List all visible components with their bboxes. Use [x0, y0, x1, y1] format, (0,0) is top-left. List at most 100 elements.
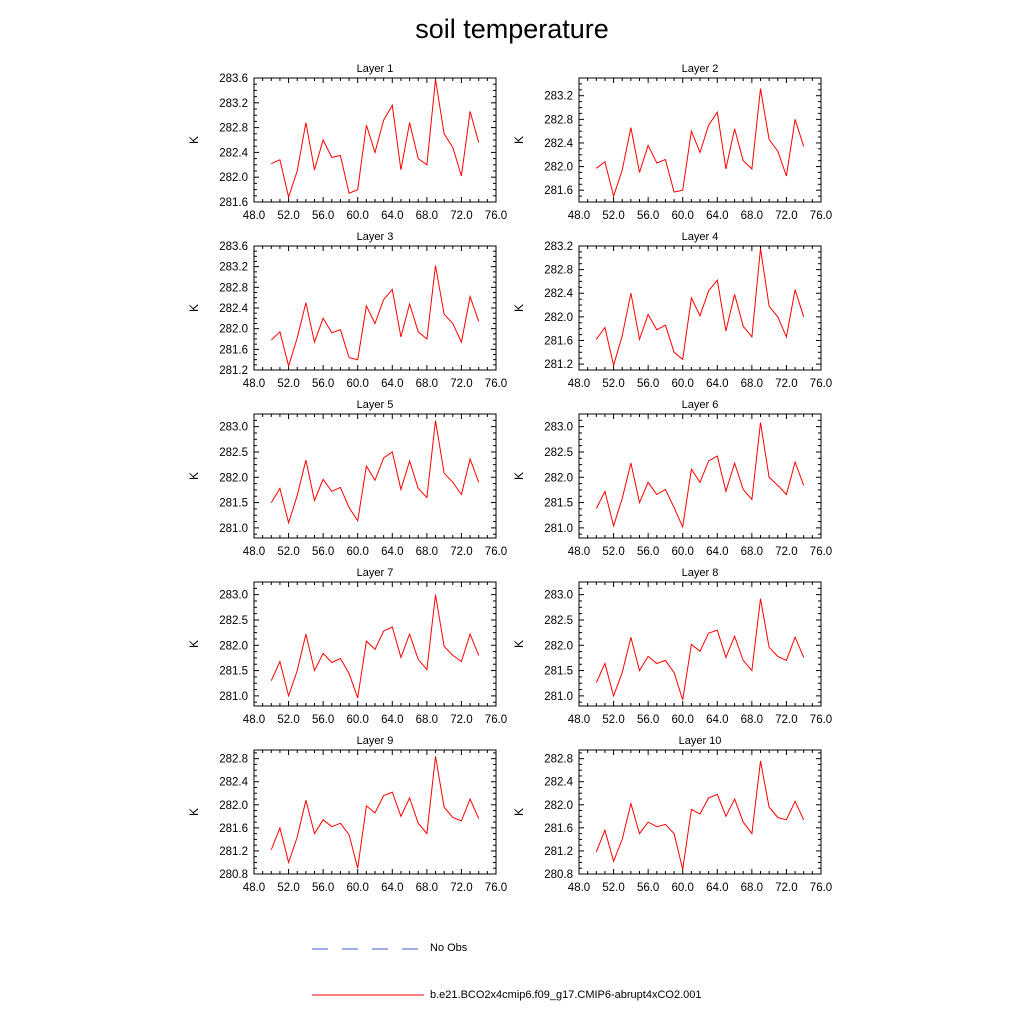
panel-title: Layer 1 [357, 63, 394, 75]
y-tick-label: 281.5 [544, 498, 573, 510]
x-tick-label: 68.0 [416, 378, 438, 390]
chart-panel-9: Layer 9 K 48.0 52.0 56.0 60.0 64.0 68.0 72.0 76.0… [187, 735, 507, 894]
x-tick-label: 76.0 [485, 882, 507, 894]
x-tick-label: 56.0 [312, 714, 334, 726]
x-tick-label: 48.0 [568, 714, 590, 726]
x-tick-label: 64.0 [381, 210, 403, 222]
x-tick-label: 68.0 [741, 714, 763, 726]
legend-swatch-no-obs [312, 948, 424, 950]
y-tick-label: 282.0 [544, 162, 573, 174]
x-tick-label: 68.0 [416, 882, 438, 894]
x-tick-label: 72.0 [450, 378, 472, 390]
x-tick-label: 64.0 [706, 546, 728, 558]
y-tick-label: 281.2 [219, 846, 248, 858]
x-tick-label: 48.0 [243, 882, 265, 894]
chart-panel-8: Layer 8 K 48.0 52.0 56.0 60.0 64.0 68.0 72.0 76.0… [512, 567, 832, 726]
x-tick-label: 68.0 [741, 378, 763, 390]
x-tick-label: 64.0 [381, 378, 403, 390]
x-tick-label: 64.0 [381, 714, 403, 726]
x-tick-label: 76.0 [810, 714, 832, 726]
panel-title: Layer 4 [682, 231, 719, 243]
series-line [271, 79, 480, 199]
y-tick-label: 281.0 [219, 691, 248, 703]
series-line [270, 420, 480, 525]
plot-frame [578, 749, 822, 875]
x-tick-label: 56.0 [312, 378, 334, 390]
y-tick-label: 281.2 [544, 846, 573, 858]
y-tick-label: 280.8 [219, 869, 248, 881]
y-tick-label: 282.0 [219, 800, 248, 812]
y-tick-label: 282.4 [544, 777, 573, 789]
y-axis-label: K [512, 808, 526, 816]
x-tick-label: 76.0 [485, 546, 507, 558]
series-line [270, 594, 480, 699]
x-tick-label: 76.0 [810, 882, 832, 894]
chart-panel-7: Layer 7 K 48.0 52.0 56.0 60.0 64.0 68.0 72.0 76.0… [187, 567, 507, 726]
panel-title: Layer 2 [682, 63, 719, 75]
x-tick-label: 56.0 [637, 378, 659, 390]
y-tick-label: 281.5 [219, 498, 248, 510]
x-tick-label: 52.0 [277, 882, 299, 894]
y-tick-label: 282.0 [219, 324, 248, 336]
x-tick-label: 52.0 [277, 714, 299, 726]
y-tick-label: 283.0 [219, 422, 248, 434]
series-line [270, 756, 480, 869]
series-line [270, 265, 480, 368]
page-title: soil temperature [415, 14, 609, 44]
y-tick-label: 283.2 [544, 241, 573, 253]
y-tick-label: 282.0 [219, 472, 248, 484]
y-axis-label: K [187, 304, 201, 312]
y-tick-label: 282.8 [219, 754, 248, 766]
series-line [595, 598, 805, 701]
x-tick-label: 60.0 [672, 882, 694, 894]
legend-swatch-model [312, 994, 424, 996]
x-tick-label: 56.0 [637, 210, 659, 222]
x-tick-label: 76.0 [810, 546, 832, 558]
x-tick-label: 60.0 [672, 210, 694, 222]
x-tick-label: 60.0 [347, 378, 369, 390]
x-tick-label: 60.0 [672, 378, 694, 390]
x-tick-label: 60.0 [347, 210, 369, 222]
panel-title: Layer 6 [682, 399, 719, 411]
y-tick-label: 282.5 [544, 447, 573, 459]
plot-frame [578, 77, 822, 203]
legend-label-model: b.e21.BCO2x4cmip6.f09_g17.CMIP6-abrupt4x… [430, 989, 702, 1001]
y-tick-label: 283.2 [544, 91, 573, 103]
y-tick-label: 282.4 [219, 147, 248, 159]
x-tick-label: 68.0 [416, 210, 438, 222]
x-tick-label: 52.0 [602, 210, 624, 222]
y-tick-label: 283.2 [219, 98, 248, 110]
y-tick-label: 282.5 [219, 447, 248, 459]
series-line [595, 248, 805, 368]
x-tick-label: 72.0 [775, 714, 797, 726]
y-tick-label: 282.0 [544, 472, 573, 484]
x-tick-label: 68.0 [741, 546, 763, 558]
y-tick-label: 282.0 [219, 640, 248, 652]
y-tick-label: 283.0 [219, 590, 248, 602]
x-tick-label: 56.0 [312, 546, 334, 558]
x-tick-label: 76.0 [485, 714, 507, 726]
y-tick-label: 281.6 [544, 185, 573, 197]
x-tick-label: 60.0 [672, 546, 694, 558]
panel-title: Layer 10 [679, 735, 722, 747]
y-tick-label: 281.5 [219, 666, 248, 678]
x-tick-label: 52.0 [277, 546, 299, 558]
x-tick-label: 72.0 [450, 546, 472, 558]
plot-frame [253, 245, 497, 371]
y-axis-label: K [512, 640, 526, 648]
legend-label-no-obs: No Obs [430, 942, 468, 954]
x-tick-label: 76.0 [810, 210, 832, 222]
x-tick-label: 72.0 [450, 210, 472, 222]
x-tick-label: 68.0 [416, 714, 438, 726]
x-tick-label: 64.0 [381, 882, 403, 894]
x-tick-label: 48.0 [568, 210, 590, 222]
y-tick-label: 280.8 [544, 869, 573, 881]
x-tick-label: 72.0 [450, 882, 472, 894]
x-tick-label: 72.0 [775, 210, 797, 222]
x-tick-label: 68.0 [741, 210, 763, 222]
y-tick-label: 282.5 [544, 615, 573, 627]
y-tick-label: 282.8 [544, 114, 573, 126]
x-tick-label: 76.0 [485, 210, 507, 222]
x-tick-label: 48.0 [568, 378, 590, 390]
